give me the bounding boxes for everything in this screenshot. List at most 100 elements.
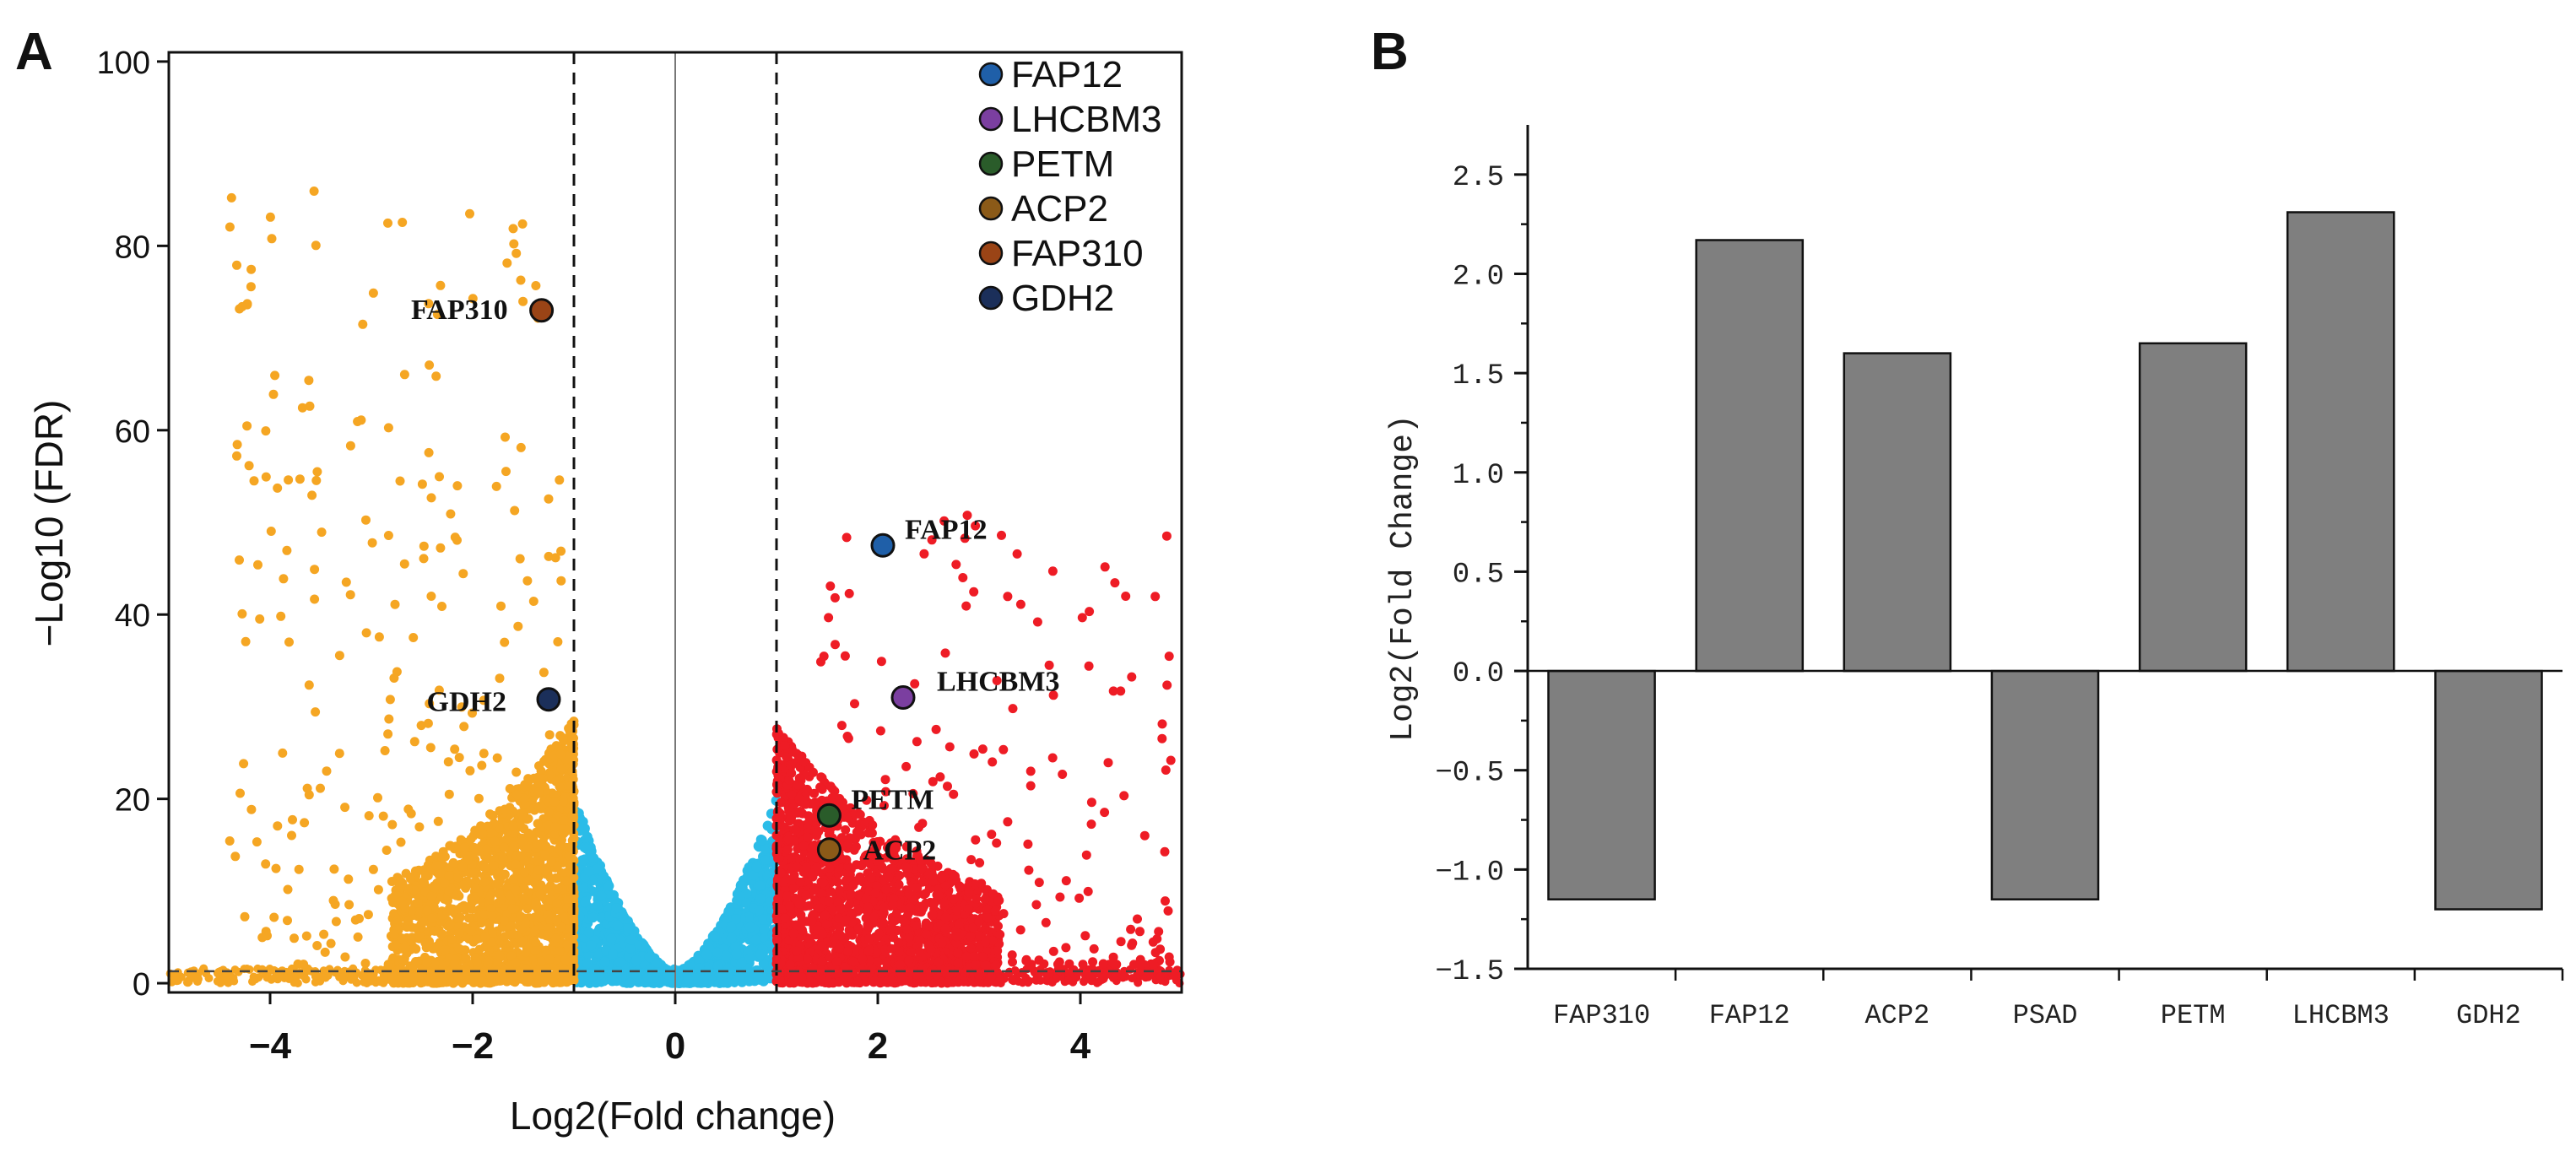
volcano-point [171, 975, 180, 984]
volcano-point-down [448, 857, 458, 868]
volcano-point-ns [751, 862, 762, 873]
volcano-point-ns [614, 957, 625, 967]
volcano-point-ns [612, 920, 623, 931]
volcano-point-down [520, 781, 529, 792]
volcano-point-down [519, 895, 529, 905]
volcano-point [379, 973, 388, 982]
volcano-point-down [533, 856, 543, 866]
volcano-point-ns [599, 956, 610, 967]
volcano-point [337, 973, 346, 982]
volcano-point [1155, 972, 1165, 981]
volcano-point-ns [724, 906, 735, 916]
volcano-point-ns [754, 905, 765, 916]
volcano-point-down [507, 904, 517, 914]
volcano-point-ns [744, 922, 755, 933]
volcano-point-down [529, 878, 539, 888]
volcano-point-ns [756, 835, 767, 846]
volcano-point [296, 968, 305, 977]
volcano-point [340, 966, 349, 976]
volcano-point-down [516, 851, 526, 861]
volcano-point-down [523, 828, 533, 838]
volcano-point-ns [586, 940, 597, 951]
volcano-point-ns [589, 964, 600, 975]
volcano-point-down [469, 868, 479, 879]
volcano-point-down [449, 960, 459, 969]
volcano-point-down [474, 944, 484, 954]
volcano-point [1134, 978, 1143, 987]
volcano-point-down [511, 859, 521, 869]
volcano-point-down [535, 889, 545, 900]
volcano-point-ns [607, 974, 618, 985]
volcano-point [361, 975, 371, 984]
volcano-point-ns [587, 912, 598, 923]
volcano-point-ns [736, 958, 747, 968]
volcano-point-down [499, 916, 509, 926]
volcano-point [1010, 966, 1020, 975]
volcano-point-down [498, 852, 508, 862]
volcano-point-ns [759, 923, 770, 934]
volcano-point [1161, 977, 1170, 987]
volcano-point-down [491, 879, 501, 889]
volcano-point [257, 965, 266, 975]
volcano-point [331, 968, 340, 977]
volcano-point-down [433, 978, 443, 988]
volcano-point-down [561, 876, 571, 886]
volcano-point-ns [592, 863, 603, 874]
volcano-point-ns [726, 933, 737, 943]
volcano-point-ns [755, 949, 766, 960]
volcano-point-ns [755, 893, 766, 904]
volcano-point-down [495, 950, 505, 960]
volcano-point-down [401, 943, 410, 953]
volcano-point-down [453, 973, 463, 983]
volcano-point-ns [726, 922, 737, 933]
volcano-point-down [500, 932, 510, 942]
volcano-point [1063, 976, 1073, 985]
volcano-point-ns [606, 933, 617, 944]
volcano-point-ns [630, 954, 641, 965]
volcano-point-down [518, 973, 528, 983]
volcano-point-down [555, 946, 565, 956]
volcano-point-up [814, 826, 824, 836]
volcano-point-down [533, 819, 543, 829]
volcano-point-down [470, 895, 480, 905]
volcano-point-down [466, 926, 475, 936]
volcano-point-ns [734, 891, 745, 902]
volcano-point [248, 977, 257, 987]
volcano-point-down [480, 862, 490, 873]
volcano-point-ns [583, 866, 594, 877]
volcano-point-down [533, 787, 544, 797]
volcano-point-ns [712, 960, 723, 971]
volcano-point-down [556, 841, 566, 851]
volcano-point-down [496, 895, 506, 905]
volcano-point-ns [577, 855, 587, 866]
volcano-point-down [552, 916, 562, 926]
volcano-point-ns [625, 934, 636, 945]
volcano-point [224, 978, 233, 987]
volcano-point-down [398, 896, 408, 906]
volcano-point-ns [720, 950, 731, 961]
volcano-point [222, 971, 231, 981]
volcano-point-down [544, 807, 554, 817]
volcano-point-ns [683, 974, 694, 984]
panel-a-label: A [15, 23, 53, 81]
volcano-point-down [477, 976, 487, 987]
volcano-point-down [509, 873, 519, 884]
volcano-point [1080, 977, 1089, 986]
volcano-point-ns [596, 890, 607, 901]
volcano-point-down [508, 929, 518, 939]
volcano-point-ns [592, 900, 603, 911]
volcano-point-down [551, 776, 561, 787]
volcano-point [319, 966, 328, 976]
volcano-point-ns [611, 903, 622, 914]
volcano-point-ns [625, 977, 636, 988]
volcano-point-down [468, 977, 479, 987]
volcano-point [183, 978, 192, 987]
volcano-point [311, 977, 320, 987]
volcano-point-down [403, 916, 414, 926]
volcano-point-ns [588, 852, 599, 863]
volcano-point-down [533, 865, 544, 875]
volcano-point [1084, 967, 1093, 976]
volcano-point-ns [750, 934, 761, 945]
volcano-point-down [550, 822, 560, 832]
